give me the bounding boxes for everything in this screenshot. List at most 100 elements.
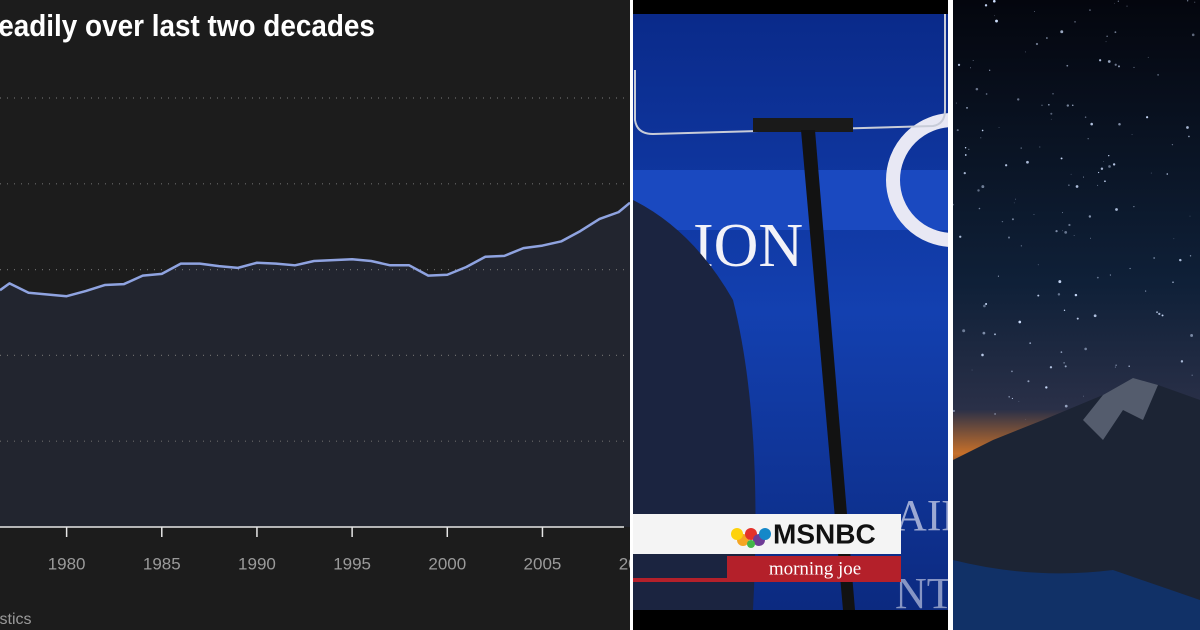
star (1128, 365, 1130, 367)
star (1037, 264, 1039, 266)
star (1161, 314, 1164, 317)
star (1060, 157, 1063, 160)
star (972, 59, 974, 61)
star (1089, 237, 1091, 239)
star (1070, 173, 1072, 175)
star (1105, 41, 1107, 43)
star (1055, 230, 1058, 233)
star (1114, 63, 1117, 66)
star (1156, 311, 1158, 314)
star (985, 93, 988, 95)
star (1049, 366, 1053, 369)
star (981, 353, 984, 357)
star (1026, 160, 1029, 164)
star (1090, 122, 1093, 126)
star (966, 106, 968, 109)
star (989, 69, 991, 71)
star (1050, 118, 1052, 120)
star (1188, 135, 1190, 138)
star (1037, 294, 1040, 297)
star (1189, 255, 1192, 257)
star (963, 172, 966, 175)
star (962, 329, 966, 333)
star (964, 147, 967, 149)
star (1190, 334, 1194, 337)
chart-source: istics (0, 611, 32, 628)
star (968, 148, 970, 150)
seal (886, 113, 948, 247)
star (1083, 395, 1084, 397)
star (1115, 364, 1117, 366)
star (1166, 173, 1169, 175)
star (1118, 122, 1121, 126)
star (1171, 144, 1174, 146)
star (994, 413, 996, 415)
x-tick-label: 2000 (428, 554, 466, 573)
star (1017, 98, 1020, 101)
star (957, 63, 961, 67)
star (1118, 65, 1120, 68)
star (981, 129, 984, 132)
stand (801, 130, 855, 610)
star (983, 304, 986, 308)
star (1008, 396, 1010, 398)
night-sky-photo (953, 0, 1200, 630)
star (1114, 366, 1116, 368)
star (1075, 185, 1079, 188)
star (1150, 172, 1152, 174)
star (1007, 236, 1011, 239)
star (1084, 116, 1087, 118)
star (959, 235, 962, 238)
area (0, 202, 630, 527)
star (1114, 31, 1117, 34)
star (1066, 64, 1069, 67)
star (1034, 11, 1036, 12)
show-bar-line (633, 578, 727, 582)
star (1011, 218, 1014, 221)
x-tick-label: 2010 (619, 554, 630, 573)
x-tick-label: 2005 (524, 554, 562, 573)
star (1057, 293, 1061, 296)
star (982, 331, 986, 335)
show-bar (727, 556, 901, 582)
lake (953, 560, 1200, 630)
star (1005, 164, 1008, 167)
star (1063, 309, 1066, 312)
x-tick-label: 1995 (333, 554, 371, 573)
star (1108, 154, 1110, 157)
star (1074, 293, 1078, 297)
show-title: morning joe (769, 558, 861, 579)
mount (753, 118, 853, 132)
star (1020, 245, 1022, 247)
star (1186, 0, 1189, 2)
star (1025, 419, 1027, 420)
star (1066, 104, 1070, 107)
star (1084, 347, 1087, 351)
star (1107, 60, 1111, 63)
star (1097, 171, 1100, 174)
network-logo: MSNBC (773, 518, 876, 549)
star (1060, 30, 1064, 34)
star (1112, 163, 1116, 166)
star (1145, 290, 1147, 292)
star (1062, 212, 1063, 214)
x-tick-label: 1990 (238, 554, 276, 573)
star (1035, 42, 1039, 46)
star (1013, 202, 1015, 204)
star (1045, 386, 1048, 389)
chart: istics 1980 1985 1990 1995 2000 2005 2010 eadil… (0, 0, 630, 630)
star (953, 409, 955, 412)
star (1087, 138, 1089, 140)
star (1068, 223, 1071, 227)
line (0, 201, 630, 298)
star (994, 333, 996, 336)
star (1100, 167, 1104, 170)
star (1117, 0, 1119, 2)
star (1093, 314, 1097, 318)
star (1186, 126, 1189, 129)
star (1096, 276, 1099, 279)
star (1041, 104, 1043, 106)
star (1011, 397, 1013, 400)
star (1015, 198, 1017, 200)
